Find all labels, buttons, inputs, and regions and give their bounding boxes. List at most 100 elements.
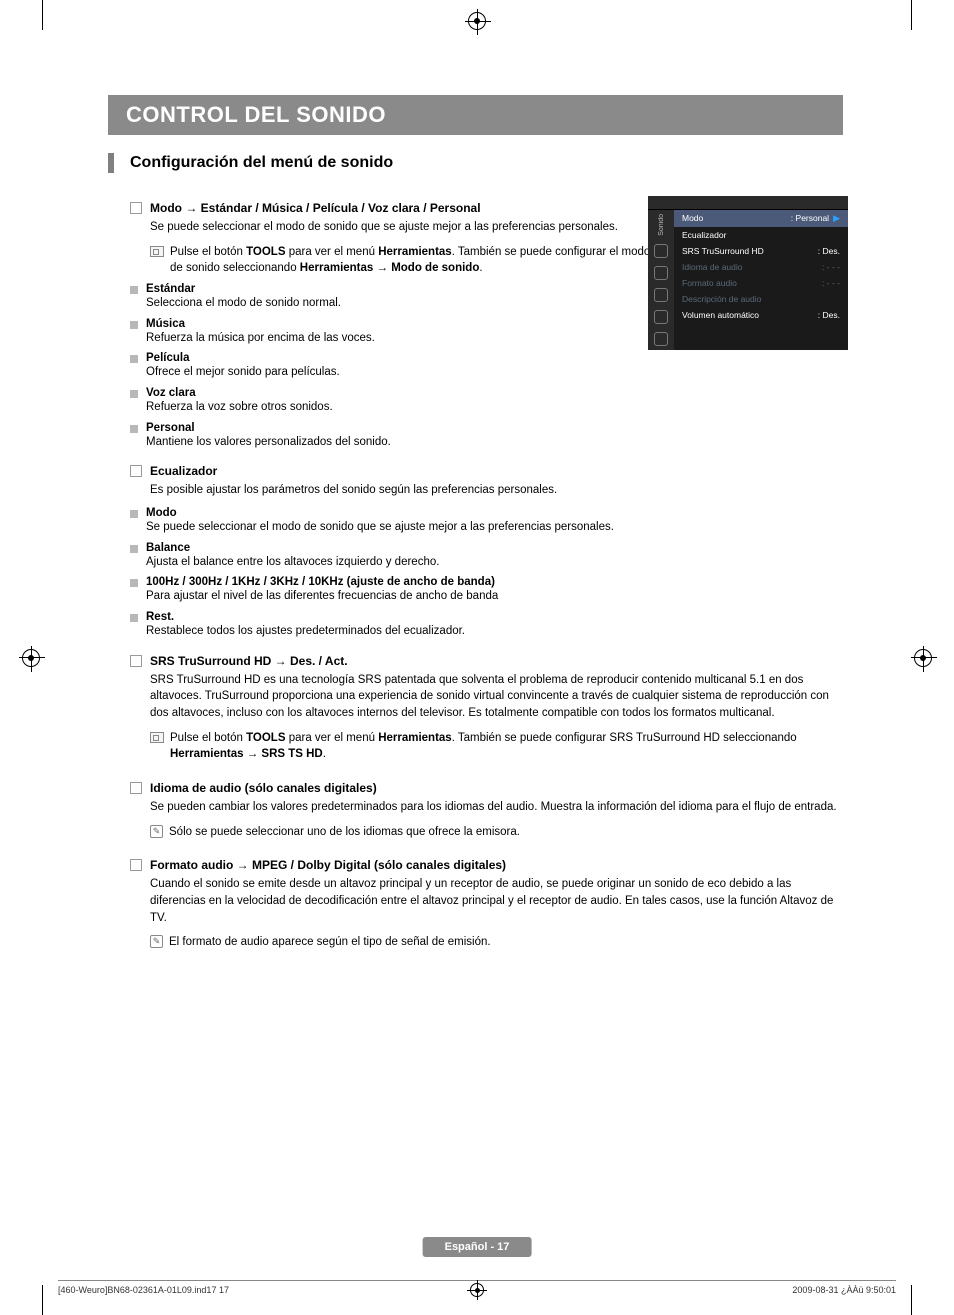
footer-right-text: 2009-08-31 ¿ÀÀü 9:50:01 xyxy=(792,1285,896,1295)
tools-hint: Pulse el botón TOOLS para ver el menú He… xyxy=(150,244,660,277)
note-icon: ✎ xyxy=(150,935,163,948)
square-outline-icon xyxy=(130,202,142,214)
t: Herramientas → SRS TS HD xyxy=(170,748,323,760)
square-icon xyxy=(130,614,138,622)
osd-label: Ecualizador xyxy=(682,230,726,240)
note-row: ✎ El formato de audio aparece según el t… xyxy=(150,934,845,951)
sub-body: Ofrece el mejor sonido para películas. xyxy=(146,364,660,381)
chevron-right-icon: ▶ xyxy=(833,213,840,223)
square-icon xyxy=(130,321,138,329)
tools-icon xyxy=(150,246,164,257)
topic-intro: Es posible ajustar los parámetros del so… xyxy=(150,482,660,499)
topic-idioma: Idioma de audio (sólo canales digitales) xyxy=(130,781,845,795)
sub-vozclara: Voz clara xyxy=(130,387,660,399)
crop-mark xyxy=(42,0,43,30)
osd-sidebar-label: Sonido xyxy=(658,214,665,236)
tools-hint: Pulse el botón TOOLS para ver el menú He… xyxy=(150,730,845,763)
osd-sidebar-icon xyxy=(654,244,668,258)
page-number: Español - 17 xyxy=(445,1241,510,1253)
square-outline-icon xyxy=(130,465,142,477)
note-row: ✎ Sólo se puede seleccionar uno de los i… xyxy=(150,824,845,841)
section-title: CONTROL DEL SONIDO xyxy=(126,102,386,127)
note-icon: ✎ xyxy=(150,825,163,838)
osd-value: : Des. xyxy=(818,246,840,256)
sub-body: Ajusta el balance entre los altavoces iz… xyxy=(146,554,660,571)
topic-title: SRS TruSurround HD → Des. / Act. xyxy=(150,654,348,668)
topic-body: SRS TruSurround HD es una tecnología SRS… xyxy=(150,672,845,722)
topic-title: Ecualizador xyxy=(150,464,217,478)
sub-personal: Personal xyxy=(130,422,660,434)
osd-label: Descripción de audio xyxy=(682,294,761,304)
osd-label: Formato audio xyxy=(682,278,737,288)
topic-body: Se pueden cambiar los valores predetermi… xyxy=(150,799,845,816)
topic-intro: Se puede seleccionar el modo de sonido q… xyxy=(150,219,660,236)
note-text: Sólo se puede seleccionar uno de los idi… xyxy=(169,824,520,841)
topic-body: Cuando el sonido se emite desde un altav… xyxy=(150,876,845,926)
sub-body: Refuerza la música por encima de las voc… xyxy=(146,330,660,347)
osd-label: SRS TruSurround HD xyxy=(682,246,764,256)
osd-value: : Des. xyxy=(818,310,840,320)
topic-title: Formato audio → MPEG / Dolby Digital (só… xyxy=(150,858,506,872)
topic-title: Modo → Estándar / Música / Película / Vo… xyxy=(150,201,481,215)
sub-body: Mantiene los valores personalizados del … xyxy=(146,434,660,451)
osd-body: Sonido Modo : Personal▶ Ecualizador SRS … xyxy=(648,210,848,350)
square-icon xyxy=(130,579,138,587)
crop-mark xyxy=(42,1285,43,1315)
crop-mark xyxy=(911,1285,912,1315)
sub-hz: 100Hz / 300Hz / 1KHz / 3KHz / 10KHz (aju… xyxy=(130,576,660,588)
page-number-badge: Español - 17 xyxy=(423,1237,532,1257)
sub-body: Refuerza la voz sobre otros sonidos. xyxy=(146,399,660,416)
tools-icon xyxy=(150,732,164,743)
square-outline-icon xyxy=(130,859,142,871)
osd-row-disabled: Descripción de audio xyxy=(674,291,848,307)
osd-row-disabled: Formato audio: - - - xyxy=(674,275,848,291)
osd-sidebar-icon xyxy=(654,288,668,302)
registration-mark-right xyxy=(914,649,932,667)
note-text: El formato de audio aparece según el tip… xyxy=(169,934,491,951)
t: Pulse el botón xyxy=(170,246,246,258)
square-icon xyxy=(130,510,138,518)
t: para ver el menú xyxy=(286,246,379,258)
t: Herramientas xyxy=(378,246,452,258)
square-icon xyxy=(130,390,138,398)
sub-body: Se puede seleccionar el modo de sonido q… xyxy=(146,519,660,536)
osd-label: Volumen automático xyxy=(682,310,759,320)
osd-list: Modo : Personal▶ Ecualizador SRS TruSurr… xyxy=(674,210,848,350)
t: . xyxy=(323,748,326,760)
t: . xyxy=(479,262,482,274)
sub-title: Rest. xyxy=(146,611,174,623)
crop-mark xyxy=(911,0,912,30)
square-icon xyxy=(130,355,138,363)
osd-row: Volumen automático : Des. xyxy=(674,307,848,323)
sub-title: Estándar xyxy=(146,283,195,295)
osd-value: : Personal ▶ xyxy=(791,213,840,224)
osd-row-selected: Modo : Personal▶ xyxy=(674,210,848,227)
osd-menu-preview: Sonido Modo : Personal▶ Ecualizador SRS … xyxy=(648,196,848,350)
square-outline-icon xyxy=(130,782,142,794)
registration-mark-bottom xyxy=(470,1283,484,1297)
subsection-row: Configuración del menú de sonido xyxy=(108,153,843,173)
sub-rest: Rest. xyxy=(130,611,660,623)
osd-sidebar-icon xyxy=(654,310,668,324)
registration-mark-top xyxy=(468,12,486,30)
sub-body: Restablece todos los ajustes predetermin… xyxy=(146,623,660,640)
footer-left-text: [460-Weuro]BN68-02361A-01L09.ind17 17 xyxy=(58,1285,229,1295)
sub-body: Para ajustar el nivel de las diferentes … xyxy=(146,588,660,605)
topic-modo: Modo → Estándar / Música / Película / Vo… xyxy=(130,201,660,215)
t: Pulse el botón xyxy=(170,732,246,744)
square-outline-icon xyxy=(130,655,142,667)
sub-musica: Música xyxy=(130,318,660,330)
sub-title: Música xyxy=(146,318,185,330)
tools-text: Pulse el botón TOOLS para ver el menú He… xyxy=(170,730,845,763)
sub-title: Película xyxy=(146,352,189,364)
osd-sidebar-icon xyxy=(654,332,668,346)
sub-title: Balance xyxy=(146,542,190,554)
t: Herramientas → Modo de sonido xyxy=(300,262,480,274)
osd-row-disabled: Idioma de audio: - - - xyxy=(674,259,848,275)
v: : Personal xyxy=(791,213,829,223)
sub-title: Voz clara xyxy=(146,387,196,399)
osd-sidebar-icon xyxy=(654,266,668,280)
subsection-marker xyxy=(108,153,114,173)
topic-title: Idioma de audio (sólo canales digitales) xyxy=(150,781,377,795)
sub-title: Modo xyxy=(146,507,177,519)
